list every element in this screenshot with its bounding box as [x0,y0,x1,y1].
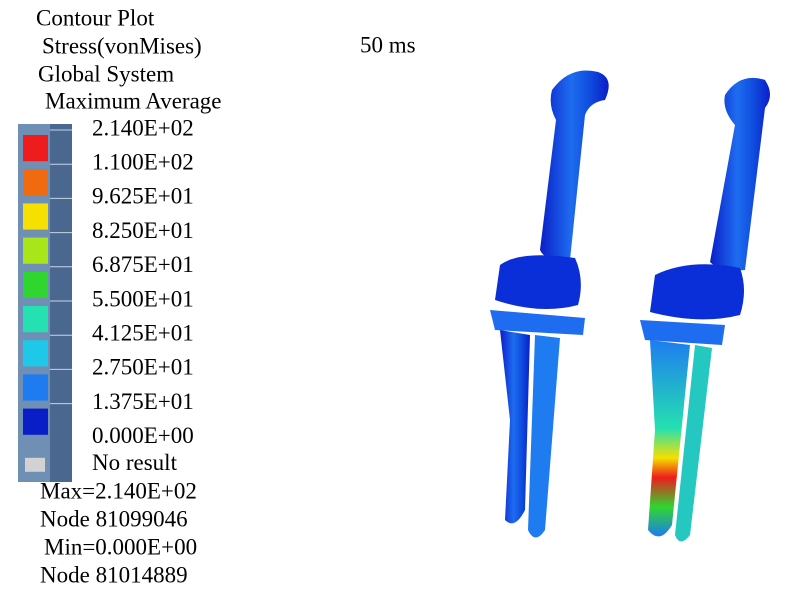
max-label: Max=2.140E+02 [40,478,197,503]
legend-swatch [23,203,48,230]
header-line: Global System [38,61,174,86]
min-label: Min=0.000E+00 [44,534,197,559]
legend-level: 4.125E+01 [92,320,194,345]
legend-level: 9.625E+01 [92,184,194,209]
legend-swatch [23,237,48,264]
legend-swatch-no-result [25,457,45,472]
legend-swatch [23,135,48,162]
min-node: Node 81014889 [40,562,188,587]
legend-swatch [23,374,48,401]
model-right [640,77,770,542]
legend-swatch [23,408,48,435]
legend-level: 2.140E+02 [92,115,194,140]
header-line: Maximum Average [45,88,222,113]
legend-level: 6.875E+01 [92,252,194,277]
header-line: Contour Plot [36,5,155,30]
legend-swatch [23,340,48,367]
legend-swatch [23,271,48,298]
header-line: Stress(vonMises) [42,33,202,58]
legend-level: 1.100E+02 [92,149,194,174]
legend-level: 1.375E+01 [92,389,194,414]
time-label: 50 ms [360,32,416,57]
legend-no-result: No result [92,450,178,475]
legend: 2.140E+02 1.100E+02 9.625E+01 8.250E+01 6.87… [23,115,194,475]
legend-swatch [23,306,48,333]
model-left [490,70,609,538]
legend-level: 8.250E+01 [92,218,194,243]
legend-level: 0.000E+00 [92,423,194,448]
legend-level: 2.750E+01 [92,355,194,380]
legend-level: 5.500E+01 [92,286,194,311]
max-node: Node 81099046 [40,506,188,531]
legend-swatch [23,169,48,196]
